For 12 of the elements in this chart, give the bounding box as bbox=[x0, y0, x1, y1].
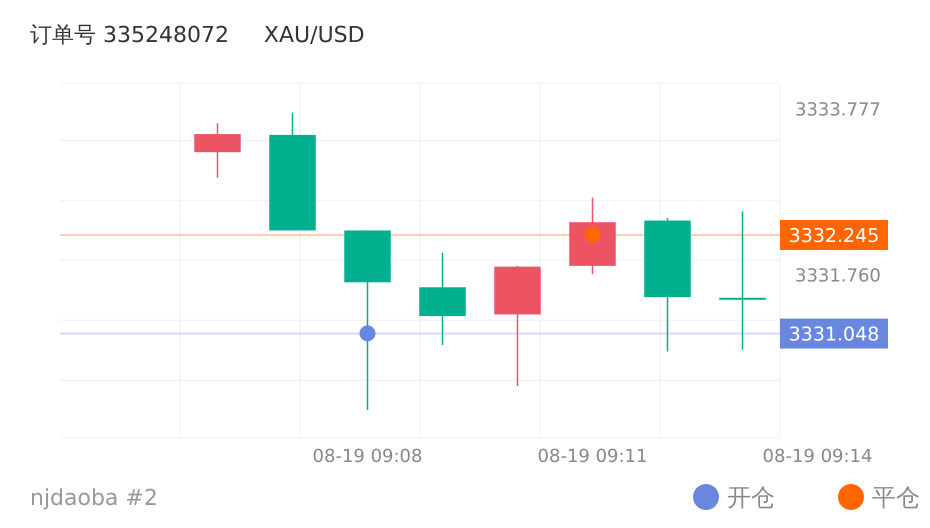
ref-line-label: 3332.245 bbox=[788, 224, 880, 247]
candlestick bbox=[719, 210, 766, 351]
legend-label: 开仓 bbox=[727, 484, 775, 512]
x-tick-label: 08-19 09:14 bbox=[762, 446, 872, 467]
x-tick-label: 08-19 09:11 bbox=[538, 446, 648, 467]
y-tick-label: 3331.760 bbox=[795, 265, 881, 286]
ref-line-label: 3331.048 bbox=[788, 323, 880, 346]
y-tick-label: 3333.777 bbox=[795, 99, 881, 120]
x-tick-label: 08-19 09:08 bbox=[312, 446, 422, 467]
legend-label: 平仓 bbox=[872, 484, 920, 512]
chart-title: 订单号 335248072 XAU/USD bbox=[30, 23, 365, 48]
text: njdaoba #2 bbox=[30, 486, 158, 511]
